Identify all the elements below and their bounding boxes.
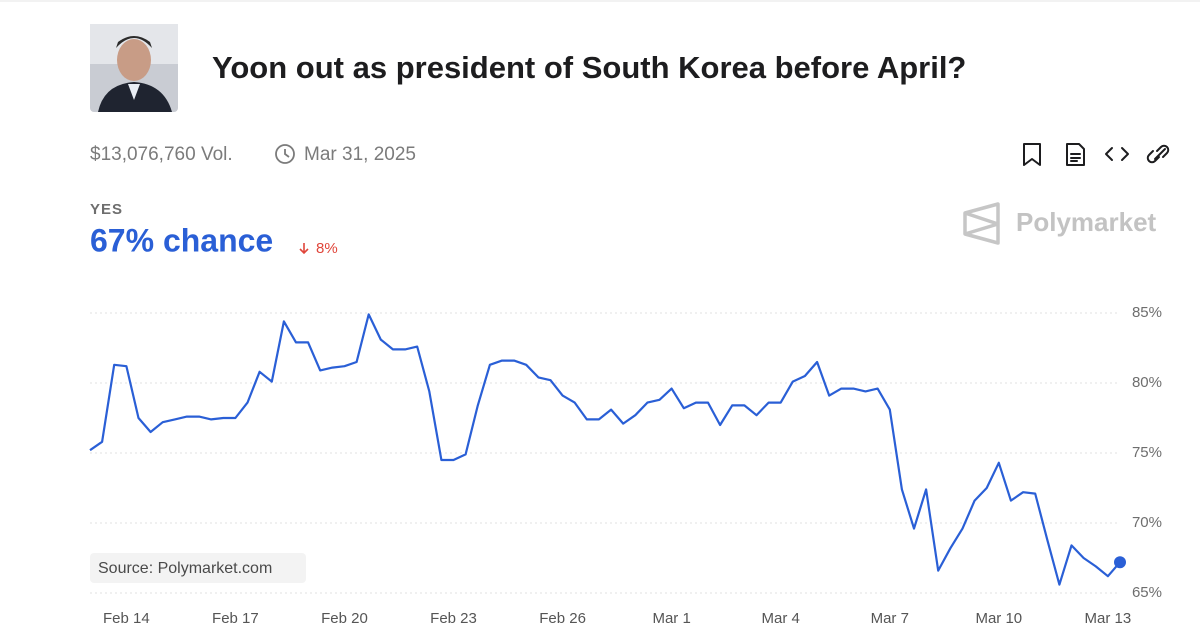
clock-icon xyxy=(275,144,295,164)
down-arrow xyxy=(299,243,309,255)
x-tick-label: Feb 14 xyxy=(103,610,150,627)
change: 8% xyxy=(316,240,338,257)
link-icon[interactable] xyxy=(1146,144,1170,164)
y-tick-label: 80% xyxy=(1132,374,1162,391)
x-tick-label: Mar 10 xyxy=(975,610,1022,627)
y-tick-label: 85% xyxy=(1132,304,1162,321)
x-tick-label: Mar 13 xyxy=(1085,610,1132,627)
x-tick-label: Mar 1 xyxy=(652,610,690,627)
y-tick-label: 70% xyxy=(1132,514,1162,531)
embed-icon[interactable] xyxy=(1105,147,1129,161)
thumbnail xyxy=(90,24,178,112)
y-tick-label: 65% xyxy=(1132,584,1162,601)
source-badge: Source: Polymarket.com xyxy=(90,553,306,583)
x-tick-label: Feb 23 xyxy=(430,610,477,627)
x-tick-label: Feb 26 xyxy=(539,610,586,627)
bookmark-icon[interactable] xyxy=(1023,143,1041,166)
x-tick-label: Mar 7 xyxy=(871,610,909,627)
x-tick-label: Mar 4 xyxy=(762,610,800,627)
brand-name: Polymarket xyxy=(1016,207,1157,237)
document-icon[interactable] xyxy=(1066,143,1085,166)
price-line xyxy=(89,313,1121,586)
market-title: Yoon out as president of South Korea bef… xyxy=(212,50,966,85)
chance: 67% chance xyxy=(90,222,273,258)
y-tick-label: 75% xyxy=(1132,444,1162,461)
plot: 65% 70% 75% 80% 85% Feb 14 Feb 17 Feb 20 Feb 23 F… xyxy=(89,304,1162,627)
end-dot xyxy=(1114,556,1126,569)
x-tick-label: Feb 20 xyxy=(321,610,368,627)
end-date: Mar 31, 2025 xyxy=(304,144,416,165)
x-tick-label: Feb 17 xyxy=(212,610,259,627)
source: Source: Polymarket.com xyxy=(98,560,272,577)
brand-logo xyxy=(963,202,1000,245)
volume: $13,076,760 Vol. xyxy=(90,144,233,165)
outcome-label: YES xyxy=(90,201,123,218)
